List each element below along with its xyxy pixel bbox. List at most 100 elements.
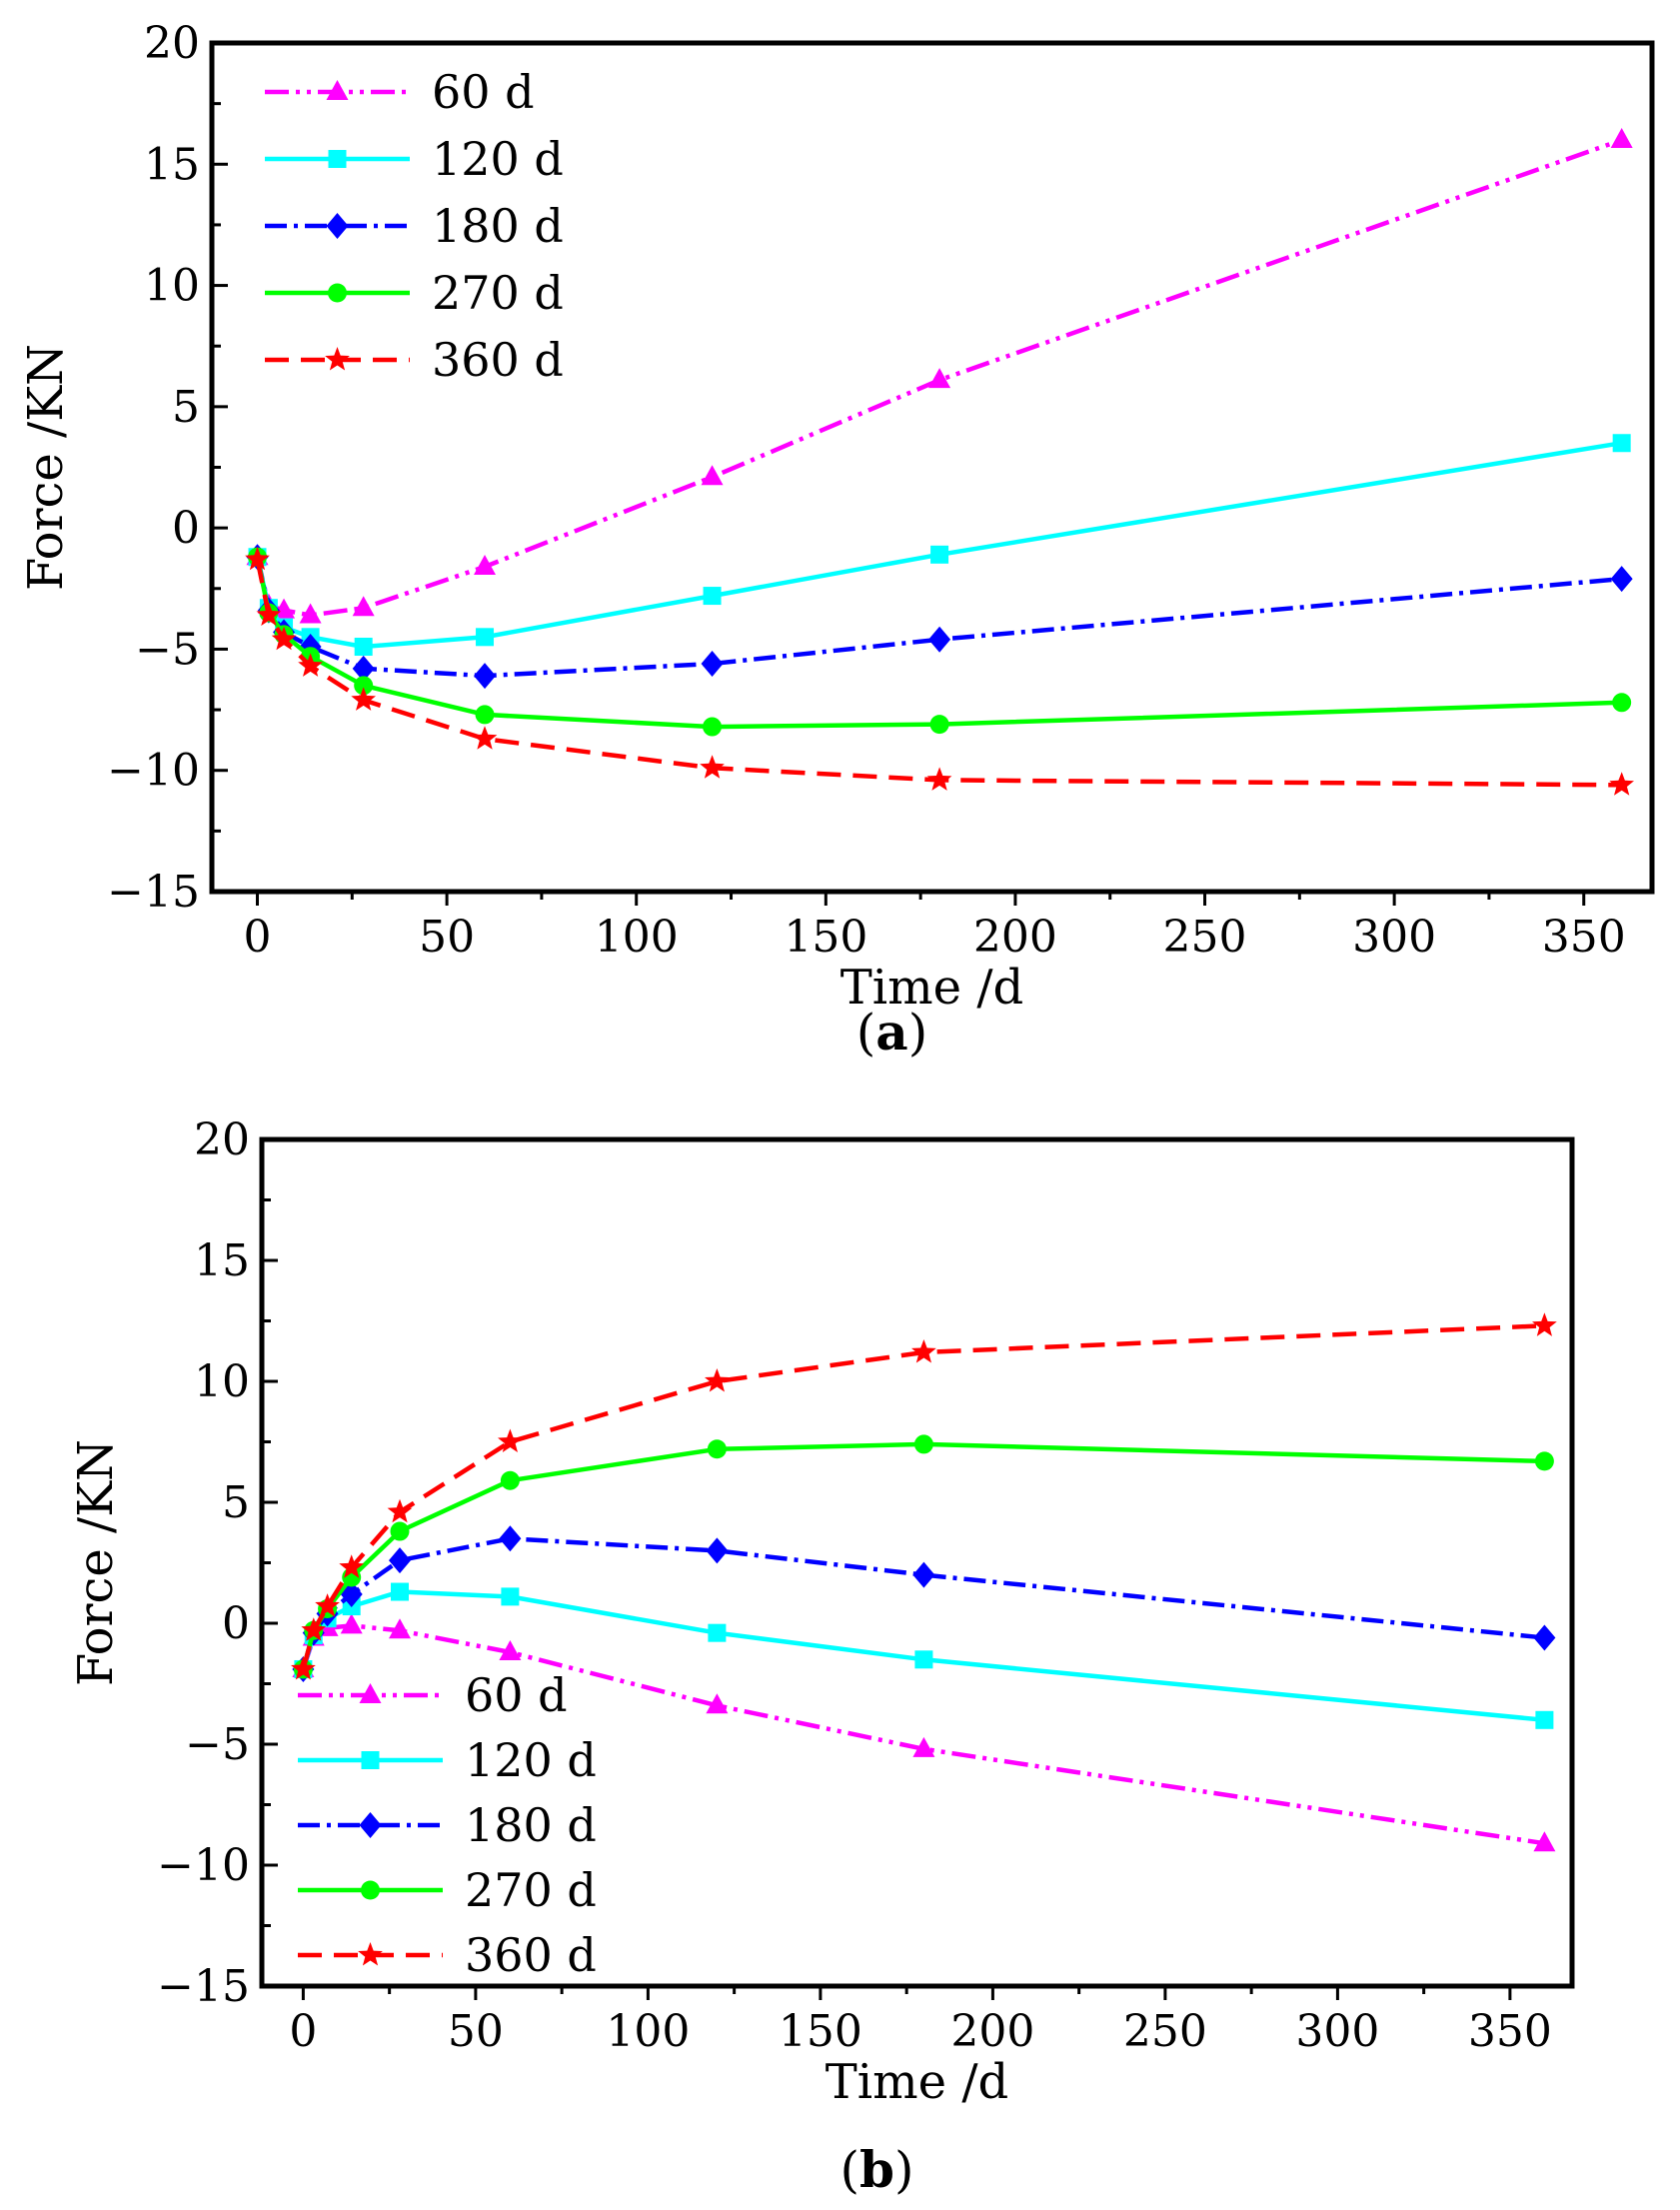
y-tick-label: −10	[157, 1840, 250, 1891]
data-point-270d-b	[390, 1521, 410, 1541]
y-tick-label: 20	[194, 1114, 250, 1165]
data-point-180d-b	[912, 1561, 935, 1588]
data-point-360d-a	[245, 546, 270, 571]
data-point-180d-b	[1533, 1624, 1556, 1651]
legend-item-180d-b: 180 d	[298, 1798, 597, 1852]
data-point-180d-a	[474, 663, 497, 690]
legend-item-60d-b: 60 d	[298, 1668, 568, 1722]
data-point-60d-b	[499, 1640, 522, 1661]
legend-label: 180 d	[465, 1798, 597, 1852]
data-point-180d-b	[706, 1537, 729, 1564]
legend-label: 120 d	[465, 1733, 597, 1787]
series-270d-b	[293, 1434, 1554, 1679]
data-point-120d-a	[1612, 434, 1631, 453]
legend-item-60d-a: 60 d	[265, 65, 535, 119]
x-tick-label: 0	[244, 912, 272, 963]
data-point-180d-a	[352, 655, 375, 682]
legend-label: 180 d	[432, 199, 564, 253]
x-tick-label: 100	[606, 2006, 690, 2057]
panel-letter-a: a	[875, 1003, 907, 1062]
y-tick-label: 20	[144, 18, 200, 69]
series-layer-a	[245, 128, 1634, 796]
x-tick-label: 150	[779, 2006, 862, 2057]
series-line-180d-a	[255, 556, 1622, 679]
plot-frame-a	[209, 40, 1655, 895]
legend-marker	[326, 80, 349, 100]
data-point-60d-a	[352, 596, 375, 617]
data-point-60d-a	[928, 368, 951, 389]
x-tick-label: 150	[784, 912, 867, 963]
legend-marker	[326, 213, 349, 239]
data-point-180d-b	[389, 1547, 411, 1574]
y-tick-labels-b: −15 −10 −5 0 5 10 15 20	[157, 1114, 250, 2012]
data-point-270d-b	[1534, 1451, 1554, 1471]
y-tick-label: 10	[194, 1356, 250, 1407]
data-point-360d-b	[387, 1498, 413, 1523]
legend-marker	[328, 283, 347, 303]
data-point-360d-b	[301, 1617, 327, 1641]
legend-marker	[361, 1751, 380, 1769]
x-tick-label: 250	[1123, 2006, 1207, 2057]
legend-label: 270 d	[465, 1863, 597, 1917]
y-tick-label: 15	[194, 1235, 250, 1286]
x-tick-label: 50	[448, 2006, 504, 2057]
legend-item-360d-a: 360 d	[265, 333, 564, 387]
data-point-60d-b	[389, 1618, 411, 1639]
y-tick-label: 15	[144, 139, 200, 190]
legend-b: 60 d 120 d 180 d 270 d 360 d	[298, 1668, 597, 1982]
legend-marker	[361, 1880, 380, 1900]
x-tick-labels-a: 0 50 100 150 200 250 300 350	[244, 912, 1626, 963]
y-tick-label: 0	[222, 1598, 250, 1649]
y-tick-label: 5	[222, 1477, 250, 1528]
panel-a: −15 −10 −5 0 5 10 15 20 0 50 100 150 200 250 300 350 F…	[18, 18, 1655, 1062]
x-tick-label: 0	[289, 2006, 317, 2057]
data-point-270d-a	[703, 717, 723, 737]
x-tick-label: 200	[973, 912, 1057, 963]
data-point-60d-b	[340, 1613, 363, 1634]
y-tick-label: −15	[107, 867, 200, 918]
panel-letter-b: b	[859, 2140, 894, 2199]
data-point-270d-b	[707, 1439, 727, 1459]
data-point-120d-b	[914, 1650, 933, 1669]
data-point-270d-a	[929, 715, 949, 735]
x-tick-labels-b: 0 50 100 150 200 250 300 350	[289, 2006, 1551, 2057]
data-point-360d-a	[472, 726, 498, 750]
data-point-360d-a	[256, 602, 282, 626]
data-point-360d-b	[705, 1368, 730, 1392]
data-point-360d-a	[1609, 772, 1634, 796]
data-point-60d-a	[299, 603, 322, 624]
data-point-120d-b	[391, 1582, 409, 1601]
y-axis-title-b: Force /KN	[68, 1439, 124, 1686]
data-point-270d-b	[913, 1434, 933, 1454]
data-point-270d-a	[1612, 693, 1632, 713]
data-point-360d-a	[926, 767, 952, 791]
y-tick-label: −5	[185, 1719, 250, 1770]
data-point-360d-b	[291, 1656, 316, 1680]
series-360d-a	[245, 546, 1634, 796]
plot-frame-b	[259, 1136, 1575, 1989]
data-point-60d-b	[1533, 1831, 1556, 1852]
data-point-60d-b	[706, 1693, 729, 1714]
x-axis-title-a: Time /d	[840, 960, 1023, 1016]
data-point-120d-b	[708, 1623, 727, 1642]
x-tick-label: 300	[1295, 2006, 1379, 2057]
data-point-360d-b	[911, 1339, 936, 1363]
x-tick-label: 200	[950, 2006, 1034, 2057]
legend-item-360d-b: 360 d	[298, 1928, 597, 1982]
data-point-60d-b	[912, 1736, 935, 1757]
series-360d-b	[291, 1312, 1557, 1680]
data-point-270d-a	[354, 676, 374, 696]
data-point-120d-a	[476, 628, 495, 647]
y-tick-label: −15	[157, 1961, 250, 2012]
panel-label-b: (b)	[840, 2140, 914, 2199]
data-point-120d-a	[930, 545, 949, 564]
data-point-120d-a	[354, 638, 373, 657]
data-point-120d-a	[703, 587, 722, 606]
series-line-270d-b	[301, 1441, 1545, 1670]
data-point-180d-a	[701, 650, 724, 677]
legend-marker	[328, 150, 347, 168]
data-point-360d-a	[298, 653, 323, 677]
legend-item-120d-b: 120 d	[298, 1733, 597, 1787]
legend-item-270d-b: 270 d	[298, 1863, 597, 1917]
